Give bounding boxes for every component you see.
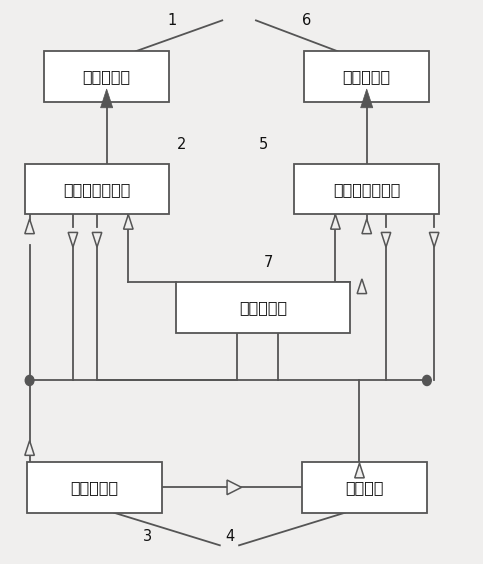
Text: 右气动马达组成: 右气动马达组成	[333, 182, 400, 197]
FancyBboxPatch shape	[295, 164, 439, 214]
Polygon shape	[357, 279, 367, 294]
FancyBboxPatch shape	[25, 164, 169, 214]
Text: 左刮臂组成: 左刮臂组成	[83, 69, 131, 84]
Text: 气源处理器: 气源处理器	[71, 480, 119, 495]
Text: 4: 4	[225, 529, 234, 544]
Polygon shape	[124, 214, 133, 229]
FancyBboxPatch shape	[304, 51, 429, 102]
Polygon shape	[25, 440, 34, 455]
Polygon shape	[25, 219, 34, 233]
FancyBboxPatch shape	[176, 282, 350, 333]
Text: 6: 6	[302, 13, 311, 28]
Polygon shape	[355, 463, 364, 478]
FancyBboxPatch shape	[302, 462, 427, 513]
Text: 2: 2	[177, 136, 186, 152]
Text: 气动控制器: 气动控制器	[239, 300, 287, 315]
Polygon shape	[331, 214, 340, 229]
Text: 5: 5	[258, 136, 268, 152]
Polygon shape	[429, 232, 439, 247]
Polygon shape	[100, 89, 113, 108]
Polygon shape	[227, 480, 242, 495]
Polygon shape	[361, 89, 373, 108]
Polygon shape	[68, 232, 78, 247]
Text: 开关组成: 开关组成	[345, 480, 384, 495]
Circle shape	[423, 376, 431, 386]
FancyBboxPatch shape	[44, 51, 169, 102]
Text: 右刮臂组成: 右刮臂组成	[342, 69, 391, 84]
Text: 7: 7	[263, 255, 273, 270]
Text: 3: 3	[143, 529, 152, 544]
FancyBboxPatch shape	[27, 462, 162, 513]
Polygon shape	[362, 219, 371, 233]
Text: 左气动马达组成: 左气动马达组成	[63, 182, 131, 197]
Polygon shape	[92, 232, 102, 247]
Polygon shape	[381, 232, 391, 247]
Text: 1: 1	[167, 13, 176, 28]
Circle shape	[25, 376, 34, 386]
